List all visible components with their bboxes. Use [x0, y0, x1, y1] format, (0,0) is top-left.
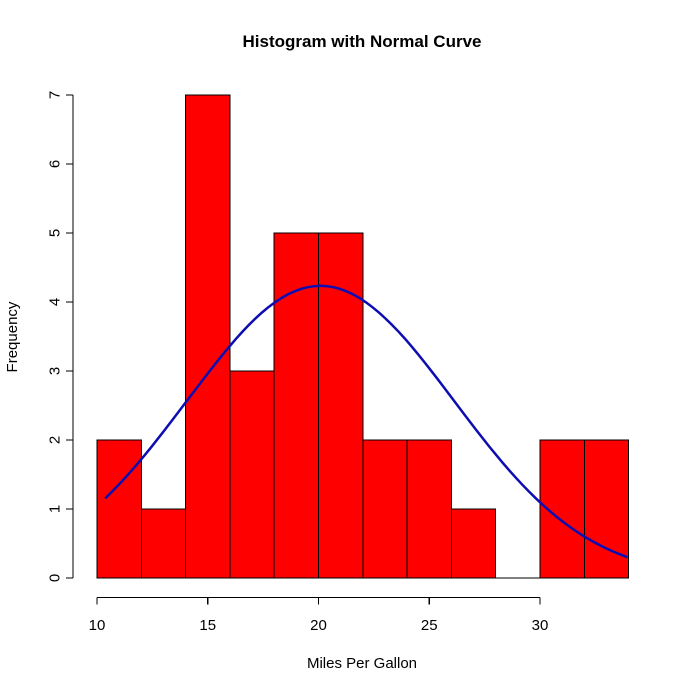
chart-title: Histogram with Normal Curve — [243, 32, 482, 51]
y-tick-label: 4 — [47, 298, 64, 306]
histogram-bar — [273, 232, 320, 579]
histogram-bar — [185, 94, 231, 579]
y-tick-label: 5 — [47, 229, 64, 237]
histogram-bar — [318, 232, 364, 579]
histogram-bar — [406, 439, 452, 579]
y-tick-label: 6 — [47, 160, 64, 168]
histogram-bar — [229, 370, 275, 579]
y-axis: 0 1 2 3 4 5 6 7 — [47, 91, 74, 582]
histogram-bar — [96, 439, 142, 579]
x-tick-label: 20 — [310, 617, 327, 634]
y-tick-label: 3 — [47, 367, 64, 375]
x-tick-label: 30 — [532, 617, 549, 634]
x-axis-label: Miles Per Gallon — [307, 655, 417, 672]
histogram-bars — [96, 94, 630, 579]
histogram-bar — [583, 439, 630, 579]
normal-curve — [104, 284, 628, 559]
y-tick-label: 0 — [47, 574, 64, 582]
histogram-bar — [140, 508, 187, 579]
x-tick-label: 25 — [421, 617, 438, 634]
y-tick-label: 2 — [47, 436, 64, 444]
histogram-bar — [450, 508, 497, 579]
x-axis: 10 15 20 25 30 — [89, 596, 549, 634]
y-tick-label: 1 — [47, 505, 64, 513]
x-tick-label: 15 — [199, 617, 216, 634]
x-tick-label: 10 — [89, 617, 106, 634]
histogram-bar — [362, 439, 408, 579]
y-tick-label: 7 — [47, 91, 64, 99]
y-axis-label: Frequency — [4, 301, 21, 372]
